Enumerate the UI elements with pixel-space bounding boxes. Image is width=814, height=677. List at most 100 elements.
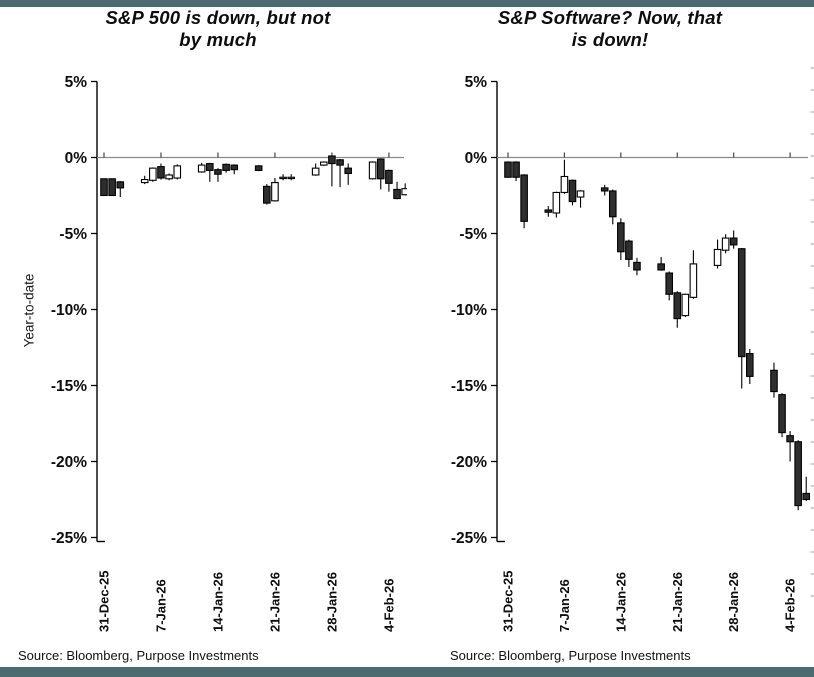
x-tick-label: 31-Dec-25 [97, 571, 112, 632]
candle [681, 293, 690, 318]
candle-body [544, 209, 553, 213]
candle [140, 175, 149, 185]
candle-body [279, 176, 287, 180]
x-tick-label: 14-Jan-26 [210, 572, 225, 632]
chart-panel-software: S&P Software? Now, that is down! 5% 0% -5%… [407, 0, 814, 667]
candle-body [778, 394, 786, 434]
candle [385, 169, 393, 192]
candle [713, 239, 722, 269]
y-tick-label: 5% [465, 74, 488, 91]
candle-body [385, 169, 393, 184]
candle-body [149, 167, 157, 181]
source-caption-right: Source: Bloomberg, Purpose Investments [450, 648, 691, 663]
candle-body [197, 164, 206, 173]
candle-body [681, 293, 690, 317]
y-tick-label: 0% [465, 150, 488, 167]
candle-body [673, 292, 682, 320]
candle [100, 178, 108, 197]
candle [745, 349, 754, 384]
candle [165, 173, 173, 181]
candle [802, 476, 811, 502]
candle-body [376, 158, 385, 180]
y-tick-label: -10% [51, 302, 87, 319]
candle-body [393, 188, 401, 200]
candle-body [165, 174, 173, 180]
chart-title-sp500: S&P 500 is down, but not by much [105, 7, 331, 50]
y-tick-label: -20% [51, 454, 87, 471]
candle-body [770, 369, 778, 393]
candle [401, 183, 407, 196]
candle-body [625, 240, 633, 260]
y-tick-label: 5% [65, 74, 88, 91]
candle [254, 165, 263, 172]
candle-body [157, 166, 165, 179]
x-tick-label: 28-Jan-26 [324, 572, 339, 632]
x-tick-label: 31-Dec-25 [501, 571, 516, 632]
x-tick-label: 14-Jan-26 [613, 572, 628, 632]
candle [173, 164, 182, 180]
candle [206, 162, 214, 182]
candle [319, 161, 328, 166]
candle-body [173, 165, 182, 179]
candle [544, 206, 553, 217]
candle [328, 155, 336, 187]
candle [504, 161, 512, 178]
candle-body [512, 161, 520, 178]
candle-body [254, 165, 263, 171]
candle [279, 174, 287, 181]
candle-body [665, 272, 674, 295]
candle [778, 393, 786, 438]
candle-body [721, 237, 730, 251]
bottom-accent-bar [0, 667, 814, 677]
candle-body [520, 174, 528, 222]
candle-body [230, 164, 239, 171]
candle-body [222, 163, 230, 171]
candle [368, 161, 377, 180]
candle [689, 250, 698, 299]
candle-body [206, 163, 214, 171]
candle [552, 191, 561, 218]
candle [108, 178, 116, 197]
candle [230, 164, 239, 175]
candle [625, 239, 633, 267]
candle [262, 184, 271, 205]
x-tick-label: 21-Jan-26 [670, 572, 685, 632]
candle [665, 271, 674, 301]
candle-body [794, 441, 802, 507]
candle-body [737, 248, 746, 358]
candle [376, 158, 385, 190]
candle-body [504, 161, 512, 178]
candle [576, 190, 585, 208]
candle-body [786, 435, 794, 443]
candle [287, 174, 296, 181]
candle [271, 178, 279, 202]
candle [560, 159, 569, 194]
candle [600, 184, 609, 196]
candle [344, 163, 353, 185]
candle-body [368, 161, 377, 180]
y-tick-label: -15% [451, 378, 487, 395]
candle [393, 181, 401, 200]
candle-body [311, 167, 320, 176]
candle [197, 162, 206, 173]
candle-body [116, 181, 125, 189]
x-tick-label: 4-Feb-26 [783, 579, 798, 632]
candle [721, 234, 730, 254]
source-caption-left: Source: Bloomberg, Purpose Investments [18, 648, 259, 663]
candle-body [608, 190, 617, 218]
y-tick-label: -25% [451, 530, 487, 547]
candle-body [600, 187, 609, 192]
x-tick-label: 4-Feb-26 [381, 579, 396, 632]
candle [729, 230, 738, 249]
candle [512, 161, 520, 182]
candle-body [401, 188, 407, 196]
candle-body [214, 169, 222, 175]
y-tick-label: -20% [451, 454, 487, 471]
candle-body [287, 176, 296, 180]
candle [336, 159, 344, 188]
y-tick-label: -5% [459, 226, 487, 243]
x-tick-label: 7-Jan-26 [557, 579, 572, 632]
candle-body [262, 185, 271, 204]
y-tick-label: 0% [65, 150, 88, 167]
candle-body [713, 248, 722, 266]
